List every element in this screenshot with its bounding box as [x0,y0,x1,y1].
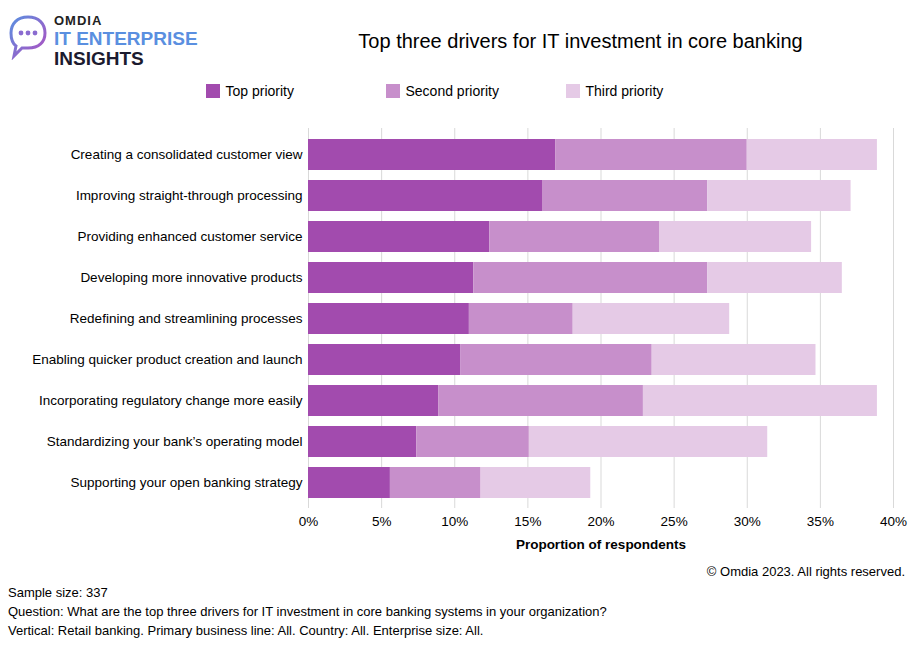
svg-text:20%: 20% [587,514,614,529]
svg-text:Improving straight-through pro: Improving straight-through processing [76,188,303,203]
html-text:Sample size: 337: Sample size: 337 [8,585,108,600]
html-text:Top three drivers for IT inves: Top three drivers for IT investment in c… [358,30,803,52]
html-text:INSIGHTS: INSIGHTS [54,48,144,69]
svg-text:Supporting your open banking s: Supporting your open banking strategy [71,475,303,490]
html-text:Second priority: Second priority [405,83,499,99]
svg-text:40%: 40% [880,514,907,529]
html-text:Top priority: Top priority [225,83,294,99]
svg-text:25%: 25% [661,514,688,529]
svg-text:Incorporating regulatory chang: Incorporating regulatory change more eas… [39,393,303,408]
svg-text:Enabling quicker product creat: Enabling quicker product creation and la… [32,352,302,367]
html-text:Question: What are the top thr: Question: What are the top three drivers… [8,604,607,619]
svg-text:Proportion of respondents: Proportion of respondents [516,537,686,552]
html-text:Vertical: Retail banking. Prim: Vertical: Retail banking. Primary busine… [8,623,484,638]
svg-text:35%: 35% [807,514,834,529]
svg-text:Standardizing your bank’s oper: Standardizing your bank’s operating mode… [47,434,303,449]
svg-text:5%: 5% [372,514,392,529]
svg-text:Redefining and streamlining pr: Redefining and streamlining processes [70,311,303,326]
svg-text:Developing more innovative pro: Developing more innovative products [80,270,302,285]
svg-text:0%: 0% [299,514,319,529]
svg-text:Creating a consolidated custom: Creating a consolidated customer view [71,147,303,162]
svg-text:Providing enhanced customer se: Providing enhanced customer service [77,229,302,244]
html-text:OMDIA: OMDIA [54,13,103,28]
svg-text:10%: 10% [441,514,468,529]
html-text:© Omdia 2023. All rights reser: © Omdia 2023. All rights reserved. [706,564,905,579]
svg-text:15%: 15% [514,514,541,529]
html-text:Third priority: Third priority [585,83,664,99]
html-text:IT ENTERPRISE: IT ENTERPRISE [54,28,198,49]
svg-text:30%: 30% [734,514,761,529]
